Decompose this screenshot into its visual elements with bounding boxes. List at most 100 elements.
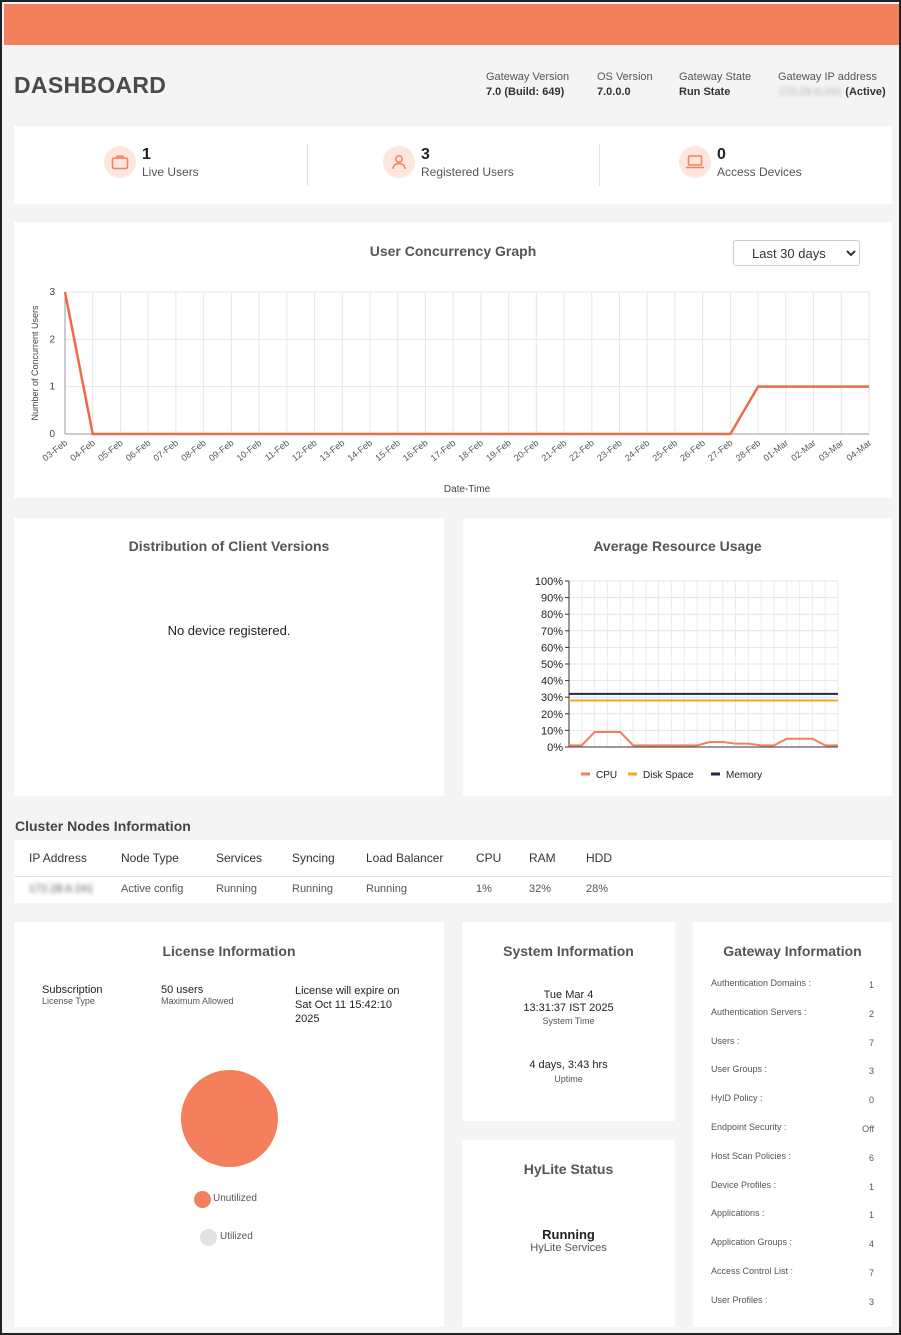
resource-card <box>463 518 892 796</box>
laptop-icon <box>679 146 711 178</box>
system-title: System Information <box>503 943 634 959</box>
table-divider <box>14 876 892 877</box>
stats-card <box>14 126 892 204</box>
os-version: OS Version 7.0.0.0 <box>597 70 653 100</box>
col-cpu[interactable]: CPU <box>476 851 502 865</box>
license-users-value: 50 users <box>161 984 204 996</box>
y-tick-label: 0 <box>49 429 55 440</box>
gateway-info-title: Gateway Information <box>723 943 862 959</box>
cell-syncing: Running <box>292 883 333 895</box>
system-uptime: 4 days, 3:43 hrs Uptime <box>462 1058 675 1086</box>
x-tick-label: 13-Feb <box>318 438 347 463</box>
x-tick-label: 03-Mar <box>817 438 846 463</box>
gateway-info-card <box>693 922 892 1327</box>
system-time-label: System Time <box>542 1016 595 1026</box>
user-icon <box>383 146 415 178</box>
license-type: Subscription License Type <box>42 984 103 1006</box>
briefcase-icon <box>104 146 136 178</box>
col-services[interactable]: Services <box>216 851 263 865</box>
cell-cpu: 1% <box>476 883 492 895</box>
x-tick-label: 16-Feb <box>401 438 430 463</box>
y-tick-label: 10% <box>541 725 563 737</box>
col-syncing[interactable]: Syncing <box>292 851 335 865</box>
gateway-version: Gateway Version 7.0 (Build: 649) <box>486 70 569 100</box>
y-tick-label: 30% <box>541 692 563 704</box>
stat-access-devices[interactable]: 0 Access Devices <box>679 145 802 179</box>
x-tick-label: 15-Feb <box>373 438 402 463</box>
access-devices-count: 0 <box>717 146 726 163</box>
y-tick-label: 80% <box>541 609 563 621</box>
x-tick-label: 17-Feb <box>429 438 458 463</box>
gateway-info-value: 7 <box>868 1268 874 1278</box>
gateway-info-value: 1 <box>868 980 874 990</box>
access-devices-label: Access Devices <box>717 165 802 179</box>
y-tick-label: 20% <box>541 709 563 721</box>
x-tick-label: 02-Mar <box>789 438 818 463</box>
gateway-info-value: 3 <box>868 1066 874 1077</box>
x-axis-label: Date-Time <box>444 484 491 495</box>
gateway-ip-status: (Active) <box>845 86 886 98</box>
cell-ip-address: 172.28.6.241 <box>29 883 94 895</box>
gateway-info-value: 7 <box>868 1037 874 1048</box>
system-card <box>462 922 675 1121</box>
x-tick-label: 04-Mar <box>845 438 874 463</box>
stat-live-users[interactable]: 1 Live Users <box>104 145 199 179</box>
top-bar <box>4 4 899 45</box>
cluster-title: Cluster Nodes Information <box>15 818 191 834</box>
x-tick-label: 01-Mar <box>761 438 790 463</box>
gateway-info-label: Applications : <box>711 1208 765 1219</box>
legend-label: Memory <box>726 770 762 781</box>
col-ram[interactable]: RAM <box>529 851 556 865</box>
hylite-status-label: HyLite Services <box>530 1242 607 1254</box>
cell-ram: 32% <box>529 883 552 895</box>
col-load-balancer[interactable]: Load Balancer <box>366 851 444 865</box>
y-tick-label: 90% <box>541 593 563 605</box>
resource-chart: 0% 10% 20% 30% 40% 50% 60% 70% 80% 90% 100% CPU Disk… <box>535 576 839 781</box>
client-versions-title: Distribution of Client Versions <box>128 538 330 554</box>
y-tick-label: 1 <box>49 382 55 393</box>
hylite-status: Running HyLite Services <box>462 1227 675 1254</box>
gateway-info-label: Endpoint Security : <box>711 1122 787 1132</box>
x-tick-label: 27-Feb <box>706 438 735 463</box>
col-ip-address[interactable]: IP Address <box>29 851 87 865</box>
license-pie-unutilized <box>181 1070 278 1167</box>
hylite-title: HyLite Status <box>523 1161 614 1177</box>
gateway-info-label: Application Groups : <box>711 1237 793 1248</box>
utilized-legend-label: Utilized <box>220 1231 253 1242</box>
utilized-legend-dot <box>200 1229 217 1246</box>
license-users: 50 users Maximum Allowed <box>161 984 234 1006</box>
gateway-info-label: Host Scan Policies : <box>711 1150 792 1161</box>
no-device-message: No device registered. <box>167 623 291 638</box>
col-hdd[interactable]: HDD <box>586 851 612 865</box>
stat-registered-users[interactable]: 3 Registered Users <box>383 145 514 179</box>
gateway-version-value: 7.0 (Build: 649) <box>486 86 565 98</box>
gateway-ip-value: 172.28.6.241 <box>778 86 843 98</box>
live-users-count: 1 <box>142 146 151 163</box>
x-tick-label: 06-Feb <box>124 438 153 463</box>
gateway-info-value: 0 <box>868 1095 874 1106</box>
x-tick-label: 26-Feb <box>678 438 707 463</box>
x-tick-label: 10-Feb <box>235 438 264 463</box>
hylite-status-value: Running <box>542 1227 595 1242</box>
uptime-label: Uptime <box>554 1074 583 1084</box>
x-tick-label: 09-Feb <box>207 438 236 463</box>
x-tick-label: 28-Feb <box>734 438 763 463</box>
gateway-info-label: Authentication Servers : <box>711 1006 807 1017</box>
x-tick-label: 07-Feb <box>151 438 180 463</box>
col-node-type[interactable]: Node Type <box>121 851 179 865</box>
x-tick-label: 20-Feb <box>512 438 541 463</box>
date-range-select[interactable]: Last 30 days <box>733 240 860 266</box>
x-tick-label: 19-Feb <box>484 438 513 463</box>
x-tick-label: 11-Feb <box>263 438 291 463</box>
system-date: Tue Mar 4 <box>543 989 594 1001</box>
y-tick-label: 100% <box>535 576 563 588</box>
license-title: License Information <box>162 943 296 959</box>
cell-load-balancer: Running <box>366 883 407 895</box>
x-tick-label: 22-Feb <box>567 438 596 463</box>
os-version-label: OS Version <box>597 71 653 83</box>
gateway-state: Gateway State Run State <box>679 70 751 100</box>
gateway-info-value: 3 <box>868 1296 874 1307</box>
stat-divider <box>599 144 600 186</box>
gateway-info-label: HyID Policy : <box>711 1093 763 1104</box>
